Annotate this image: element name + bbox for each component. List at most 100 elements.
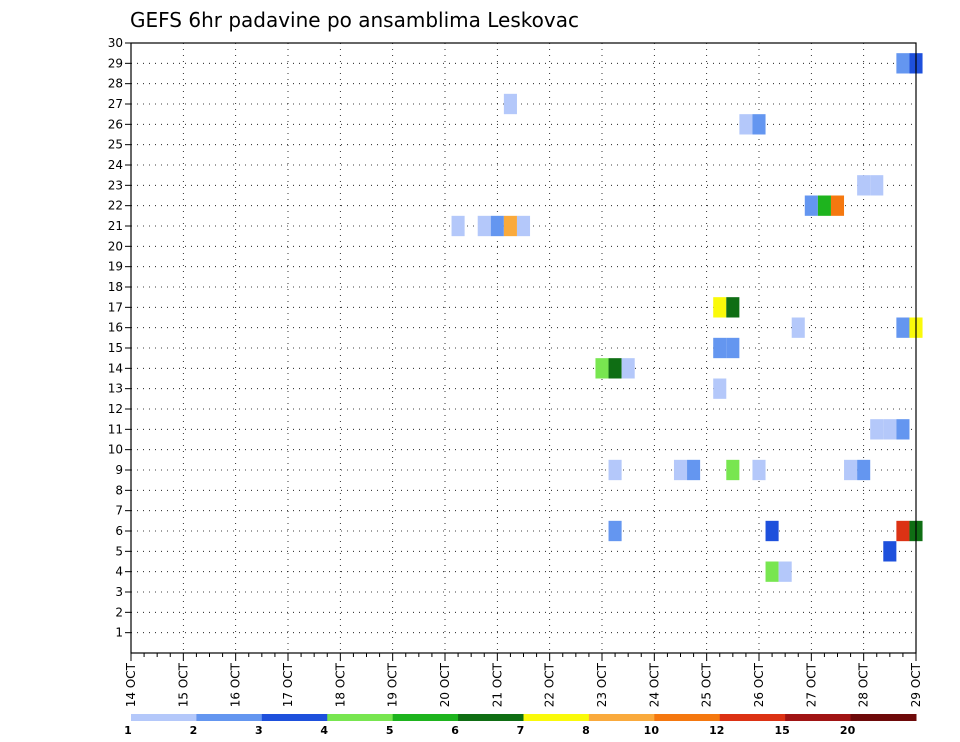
legend-swatch xyxy=(785,714,852,721)
y-tick-label: 19 xyxy=(108,260,123,274)
precip-cell xyxy=(608,358,622,379)
y-tick-label: 1 xyxy=(115,626,123,640)
precip-cell xyxy=(726,337,740,359)
legend-label: 1 xyxy=(124,724,132,737)
legend-label: 12 xyxy=(709,724,724,737)
legend-swatch xyxy=(327,714,394,721)
x-tick-label: 17 OCT xyxy=(281,662,295,707)
precip-cell xyxy=(778,561,792,582)
y-tick-label: 6 xyxy=(115,524,123,538)
precip-cell xyxy=(477,215,491,237)
grid xyxy=(130,42,917,653)
precip-cell xyxy=(791,317,805,338)
precip-cell xyxy=(713,378,727,399)
y-tick-label: 15 xyxy=(108,341,123,355)
precip-cell xyxy=(896,53,910,74)
precip-cell xyxy=(817,195,831,216)
x-tick-label: 22 OCT xyxy=(543,662,557,707)
x-tick-label: 16 OCT xyxy=(229,662,243,707)
y-tick-label: 16 xyxy=(108,321,123,335)
x-tick-label: 27 OCT xyxy=(804,662,818,707)
precip-cell xyxy=(870,419,884,440)
precip-cell xyxy=(830,195,845,216)
precip-cell xyxy=(687,459,701,481)
legend-label: 3 xyxy=(255,724,263,737)
precip-cell xyxy=(726,459,740,481)
precip-cell xyxy=(883,541,897,562)
y-tick-label: 20 xyxy=(108,239,123,253)
plot-frame xyxy=(130,42,917,654)
precip-cell xyxy=(608,520,622,542)
heatmap-cells xyxy=(451,53,923,582)
precip-cell xyxy=(765,520,779,542)
precip-cell xyxy=(608,459,622,481)
color-legend: 1 2 3 4 5 6 7 8 10 12 15 20 xyxy=(124,714,917,737)
y-tick-label: 13 xyxy=(108,382,123,396)
y-tick-label: 29 xyxy=(108,56,123,70)
legend-swatch xyxy=(261,714,328,721)
precip-cell xyxy=(752,459,766,481)
y-tick-label: 7 xyxy=(115,504,123,518)
precip-cell xyxy=(726,297,740,318)
precip-cell xyxy=(896,419,910,440)
y-tick-label: 11 xyxy=(108,422,123,436)
precip-cell xyxy=(621,358,635,379)
legend-swatch xyxy=(196,714,263,721)
x-tick-label: 29 OCT xyxy=(909,662,923,707)
y-tick-label: 3 xyxy=(115,585,123,599)
precip-cell xyxy=(896,317,910,338)
y-tick-label: 14 xyxy=(108,361,123,375)
x-tick-label: 21 OCT xyxy=(490,662,504,707)
precip-cell xyxy=(595,358,609,379)
y-tick-label: 24 xyxy=(108,158,123,172)
y-tick-label: 8 xyxy=(115,483,123,497)
precip-cell xyxy=(516,215,531,237)
precip-cell xyxy=(503,215,517,237)
x-axis: 14 OCT 15 OCT 16 OCT 17 OCT 18 OCT 19 OCT 20 O… xyxy=(124,653,923,707)
legend-swatch xyxy=(719,714,786,721)
y-tick-label: 21 xyxy=(108,219,123,233)
precip-cell xyxy=(857,175,871,196)
precip-cell xyxy=(503,93,517,115)
y-tick-label: 27 xyxy=(108,97,123,111)
x-tick-label: 15 OCT xyxy=(176,662,190,707)
y-tick-label: 17 xyxy=(108,300,123,314)
legend-label: 10 xyxy=(644,724,660,737)
x-tick-label: 18 OCT xyxy=(333,662,347,707)
legend-swatch xyxy=(654,714,721,721)
y-tick-label: 2 xyxy=(115,605,123,619)
legend-label: 5 xyxy=(386,724,394,737)
y-tick-label: 25 xyxy=(108,138,123,152)
x-tick-label: 19 OCT xyxy=(386,662,400,707)
legend-label: 7 xyxy=(517,724,525,737)
y-tick-label: 30 xyxy=(108,36,123,50)
legend-swatch xyxy=(523,714,590,721)
precip-cell xyxy=(765,561,779,582)
chart-title: GEFS 6hr padavine po ansamblima Leskovac xyxy=(130,8,579,32)
legend-swatch xyxy=(392,714,459,721)
y-tick-label: 5 xyxy=(115,544,123,558)
y-tick-label: 12 xyxy=(108,402,123,416)
precip-cell xyxy=(857,459,871,481)
y-tick-label: 18 xyxy=(108,280,123,294)
precip-cell xyxy=(870,175,884,196)
x-tick-label: 20 OCT xyxy=(438,662,452,707)
precip-cell xyxy=(804,195,818,216)
y-tick-label: 23 xyxy=(108,178,123,192)
legend-label: 4 xyxy=(320,724,328,737)
y-tick-label: 22 xyxy=(108,199,123,213)
legend-label: 2 xyxy=(190,724,198,737)
precip-cell xyxy=(490,215,504,237)
y-tick-label: 28 xyxy=(108,77,123,91)
x-tick-label: 26 OCT xyxy=(752,662,766,707)
legend-label: 6 xyxy=(451,724,459,737)
precip-cell xyxy=(713,297,727,318)
x-tick-label: 28 OCT xyxy=(857,662,871,707)
x-tick-label: 14 OCT xyxy=(124,662,138,707)
legend-swatch xyxy=(131,714,197,721)
y-axis: 1234567891011121314151617181920212223242… xyxy=(108,36,131,640)
precip-cell xyxy=(752,114,766,135)
x-tick-label: 24 OCT xyxy=(647,662,661,707)
precip-cell xyxy=(713,337,727,359)
y-tick-label: 10 xyxy=(108,443,123,457)
